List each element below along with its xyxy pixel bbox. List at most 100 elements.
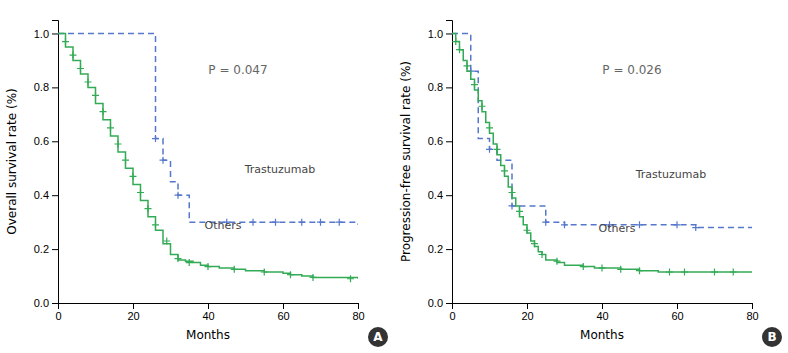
censor-mark <box>452 38 459 45</box>
y-axis: 0.00.20.40.60.81.0 <box>428 21 453 310</box>
y-tick: 0.8 <box>34 81 58 93</box>
tick-label: 0 <box>449 310 455 322</box>
tick-mark <box>52 87 58 88</box>
panel-label: B <box>762 327 782 347</box>
censor-mark <box>205 263 212 270</box>
censor-mark <box>163 238 170 245</box>
x-tick: 40 <box>202 303 214 322</box>
tick-mark <box>446 87 452 88</box>
plot-area <box>58 33 358 282</box>
x-tick: 0 <box>55 303 61 322</box>
tick-mark <box>446 303 452 304</box>
p-value: P = 0.047 <box>208 63 267 77</box>
tick-label: 0.0 <box>428 297 443 309</box>
censor-mark <box>636 221 643 228</box>
censor-mark <box>501 167 508 174</box>
tick-label: 1.0 <box>34 27 49 39</box>
censor-mark <box>554 258 561 265</box>
tick-mark <box>752 303 753 309</box>
censor-mark <box>70 52 77 59</box>
tick-label: 60 <box>277 310 289 322</box>
survival-curve <box>58 33 358 224</box>
y-tick: 0.6 <box>428 135 452 147</box>
curve-label: Trastuzumab <box>635 168 707 181</box>
tick-label: 40 <box>202 310 214 322</box>
y-tick: 0.0 <box>34 297 58 309</box>
censor-mark <box>107 124 114 131</box>
tick-label: 60 <box>671 310 683 322</box>
y-tick: 1.0 <box>34 27 58 39</box>
tick-label: 0.0 <box>34 297 49 309</box>
censor-mark <box>160 157 167 164</box>
y-axis-title: Progression-free survival rate (%) <box>399 61 413 262</box>
censor-mark <box>456 46 463 53</box>
x-tick: 80 <box>352 303 364 322</box>
tick-mark <box>208 303 209 309</box>
tick-mark <box>52 195 58 196</box>
censor-mark <box>77 65 84 72</box>
censor-mark <box>599 264 606 271</box>
survival-curve <box>452 33 752 227</box>
curve-label: Others <box>205 219 242 232</box>
censor-mark <box>152 135 159 142</box>
tick-label: 80 <box>746 310 758 322</box>
censor-mark <box>561 221 568 228</box>
censor-mark <box>471 81 478 88</box>
p-value: P = 0.026 <box>602 63 661 77</box>
censor-mark <box>272 219 279 226</box>
tick-mark <box>446 33 452 34</box>
chart-canvas: 0204060800.00.20.40.60.81.0MonthsOverall… <box>0 0 788 353</box>
y-tick: 0.6 <box>34 135 58 147</box>
tick-label: 80 <box>352 310 364 322</box>
panel: 0204060800.00.20.40.60.81.0MonthsProgres… <box>399 21 782 348</box>
censor-mark <box>100 108 107 115</box>
tick-label: 0 <box>55 310 61 322</box>
censor-mark <box>539 251 546 258</box>
y-tick: 0.0 <box>428 297 452 309</box>
censor-mark <box>516 208 523 215</box>
censor-mark <box>92 92 99 99</box>
censor-mark <box>580 263 587 270</box>
panel: 0204060800.00.20.40.60.81.0MonthsOverall… <box>5 21 388 348</box>
censor-mark <box>310 274 317 281</box>
x-tick: 0 <box>449 303 455 322</box>
tick-mark <box>446 195 452 196</box>
censor-mark <box>231 266 238 273</box>
tick-mark <box>52 249 58 250</box>
x-tick: 60 <box>277 303 289 322</box>
axis-line <box>52 21 59 304</box>
axis-line <box>453 304 753 310</box>
tick-label: 0.2 <box>34 243 49 255</box>
x-axis-title: Months <box>186 328 230 342</box>
tick-label: 0.4 <box>428 189 443 201</box>
curve-label: Trastuzumab <box>244 163 316 176</box>
x-tick: 60 <box>671 303 683 322</box>
x-tick: 20 <box>127 303 139 322</box>
x-axis: 0 20 40 60 80 <box>55 303 364 322</box>
tick-label: 20 <box>521 310 533 322</box>
plot-area <box>452 33 752 275</box>
y-tick: 0.2 <box>34 243 58 255</box>
censor-mark <box>674 221 681 228</box>
tick-mark <box>52 33 58 34</box>
tick-label: 0.4 <box>34 189 49 201</box>
tick-mark <box>446 249 452 250</box>
survival-curve <box>452 33 752 272</box>
censor-mark <box>486 124 493 131</box>
censor-mark <box>145 205 152 212</box>
censor-mark <box>298 219 305 226</box>
censor-mark <box>479 103 486 110</box>
tick-mark <box>283 303 284 309</box>
tick-mark <box>677 303 678 309</box>
censor-mark <box>62 38 69 45</box>
tick-mark <box>446 141 452 142</box>
censor-mark <box>186 259 193 266</box>
censor-mark <box>542 219 549 226</box>
censor-mark <box>347 275 354 282</box>
censor-mark <box>681 269 688 276</box>
tick-label: 20 <box>127 310 139 322</box>
y-tick: 1.0 <box>428 27 452 39</box>
panel-label-badge <box>762 327 782 347</box>
curve-label: Others <box>599 222 636 235</box>
censor-mark <box>617 266 624 273</box>
